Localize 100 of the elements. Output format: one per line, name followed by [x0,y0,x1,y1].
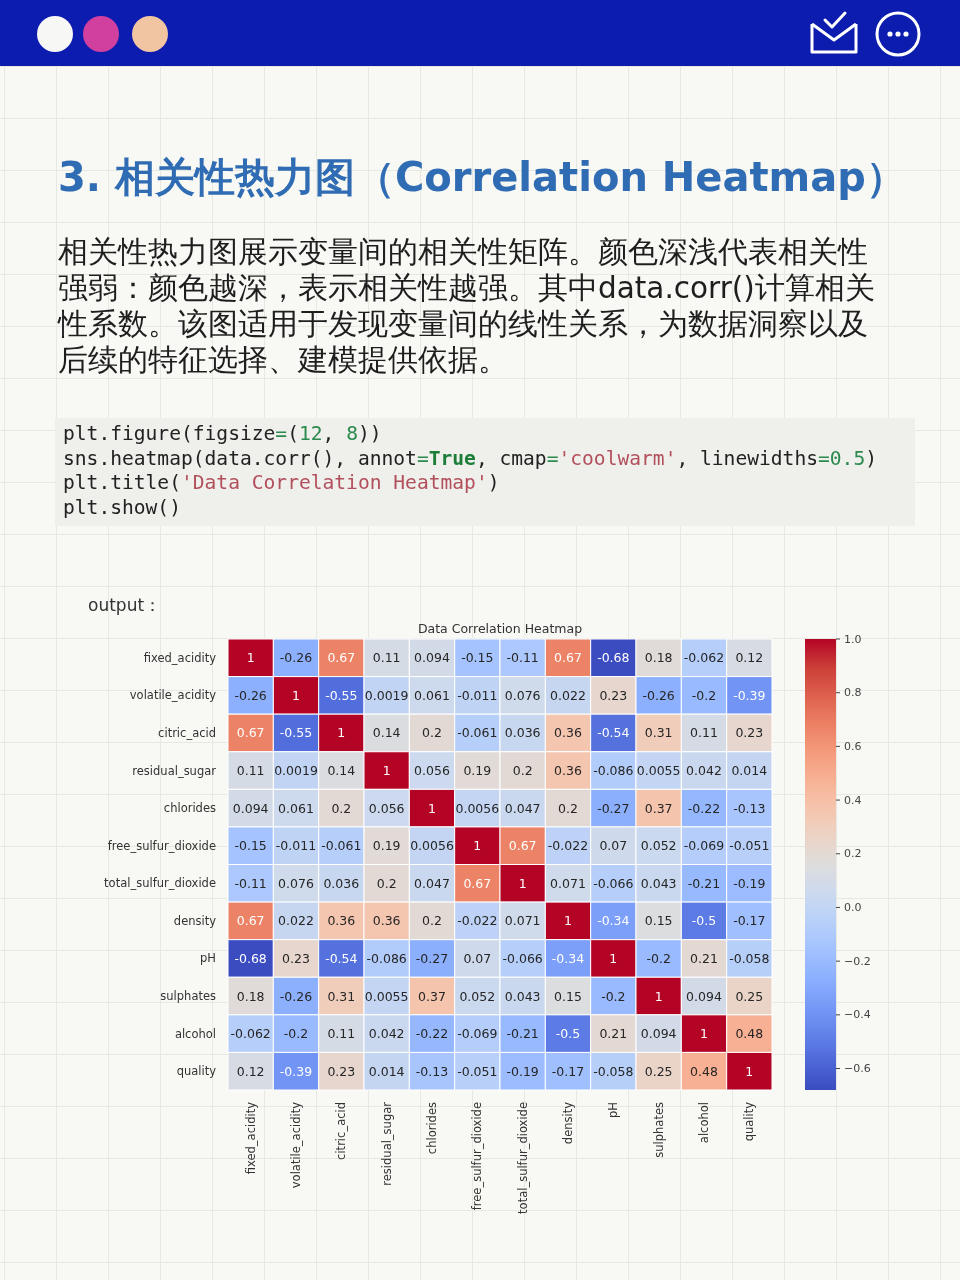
data-label: 0.036 [504,725,541,741]
data-label: 0.07 [599,838,628,854]
data-label: 0.11 [372,650,401,666]
data-label: -0.26 [234,687,267,703]
data-label: 0.31 [327,988,356,1004]
y-tick-label: citric_acid [158,725,216,740]
color-bar-label: 0.0 [844,900,862,914]
data-label: 0.67 [554,650,582,666]
data-label: -0.15 [461,650,494,666]
x-tick-label: alcohol [697,1102,711,1144]
color-bar-label: −0.2 [844,954,871,968]
data-label: 0.0019 [364,687,409,703]
data-label: 0.25 [735,988,764,1004]
data-label: 0.2 [422,725,442,741]
data-label: 1 [700,1026,708,1042]
data-label: -0.54 [597,725,630,741]
data-label: 0.23 [599,687,628,703]
x-tick-label: citric_acid [334,1102,349,1160]
data-label: 1 [292,687,300,703]
data-label: 0.076 [504,687,541,703]
data-label: -0.2 [691,687,717,703]
data-label: -0.13 [415,1063,449,1079]
data-label: -0.68 [234,950,267,966]
data-label: -0.022 [457,913,498,929]
data-label: 0.18 [644,650,673,666]
data-label: 1 [382,763,391,779]
data-label: -0.13 [733,800,766,816]
data-label: 0.67 [463,875,492,891]
data-label: -0.086 [366,950,407,966]
y-tick-label: chlorides [163,801,216,816]
y-tick-label: density [173,913,217,928]
data-label: -0.066 [593,875,634,891]
x-tick-label: quality [742,1101,757,1142]
data-label: 1 [246,650,255,666]
text: output： [88,594,162,617]
data-label: 0.36 [372,913,401,929]
data-label: 0.23 [327,1063,356,1079]
data-label: 0.12 [735,650,764,666]
text: plt.figure(figsize=(12, 8)) [63,422,382,445]
data-label: 0.052 [459,988,496,1004]
data-label: -0.34 [551,950,585,966]
data-label: 0.014 [368,1063,405,1079]
data-label: -0.22 [687,800,721,816]
data-label: -0.27 [415,950,449,966]
data-label: 0.2 [558,800,578,816]
data-label: -0.086 [593,763,634,779]
data-label: -0.5 [555,1026,581,1042]
y-tick-label: free_sulfur_dioxide [107,838,216,853]
data-label: 0.14 [327,763,356,779]
data-label: 1 [518,875,527,891]
data-label: -0.062 [683,650,725,666]
color-bar-label: 0.2 [844,847,862,861]
data-label: 0.094 [640,1026,677,1042]
data-label: -0.68 [597,650,630,666]
data-label: -0.061 [321,838,362,854]
data-label: 0.056 [368,800,405,816]
y-tick-label: alcohol [174,1026,216,1041]
data-label: 0.67 [236,725,265,741]
data-label: 0.094 [686,988,722,1004]
data-label: -0.2 [601,988,626,1004]
data-label: 0.056 [414,763,450,779]
data-label: 0.12 [236,1063,265,1079]
x-tick-label: density [561,1101,575,1145]
data-label: 1 [337,725,346,741]
data-label: -0.26 [279,650,313,666]
color-bar-label: 0.4 [844,793,862,807]
data-label: -0.11 [234,875,267,891]
data-label: 0.18 [236,988,265,1004]
data-label: -0.069 [457,1026,498,1042]
data-label: 0.036 [323,875,360,891]
data-label: 0.047 [414,875,450,891]
data-label: 0.043 [640,875,677,891]
data-label: 0.19 [372,838,401,854]
data-label: 0.37 [418,988,446,1004]
data-label: -0.55 [279,725,313,741]
data-label: 0.022 [278,913,314,929]
data-label: 0.094 [232,800,269,816]
y-tick-label: residual_sugar [132,763,217,778]
y-tick-label: sulphates [160,989,217,1004]
data-label: 0.0056 [410,838,454,854]
data-label: 0.042 [686,763,722,779]
color-bar-label: −0.6 [844,1062,871,1076]
data-label: 0.2 [422,913,442,929]
data-label: 0.042 [368,1026,405,1042]
data-label: -0.17 [551,1063,585,1079]
data-label: 1 [564,913,572,929]
data-label: 0.061 [278,800,314,816]
data-label: 0.0056 [455,800,500,816]
data-label: 0.37 [644,800,673,816]
text: plt.title('Data Correlation Heatmap') [63,471,500,494]
data-label: 0.071 [504,913,541,929]
text: plt.show() [63,495,181,519]
data-label: 0.21 [690,950,718,966]
data-label: 0.36 [554,725,582,741]
data-label: -0.39 [279,1063,313,1079]
text: sns.heatmap(data.corr(), annot=True, cmap='coolwarm', linewidths=0.5) [63,446,877,470]
data-label: 0.014 [731,763,768,779]
data-label: 0.15 [554,988,582,1004]
y-tick-label: total_sulfur_dioxide [104,876,216,891]
data-label: 0.2 [331,800,352,816]
